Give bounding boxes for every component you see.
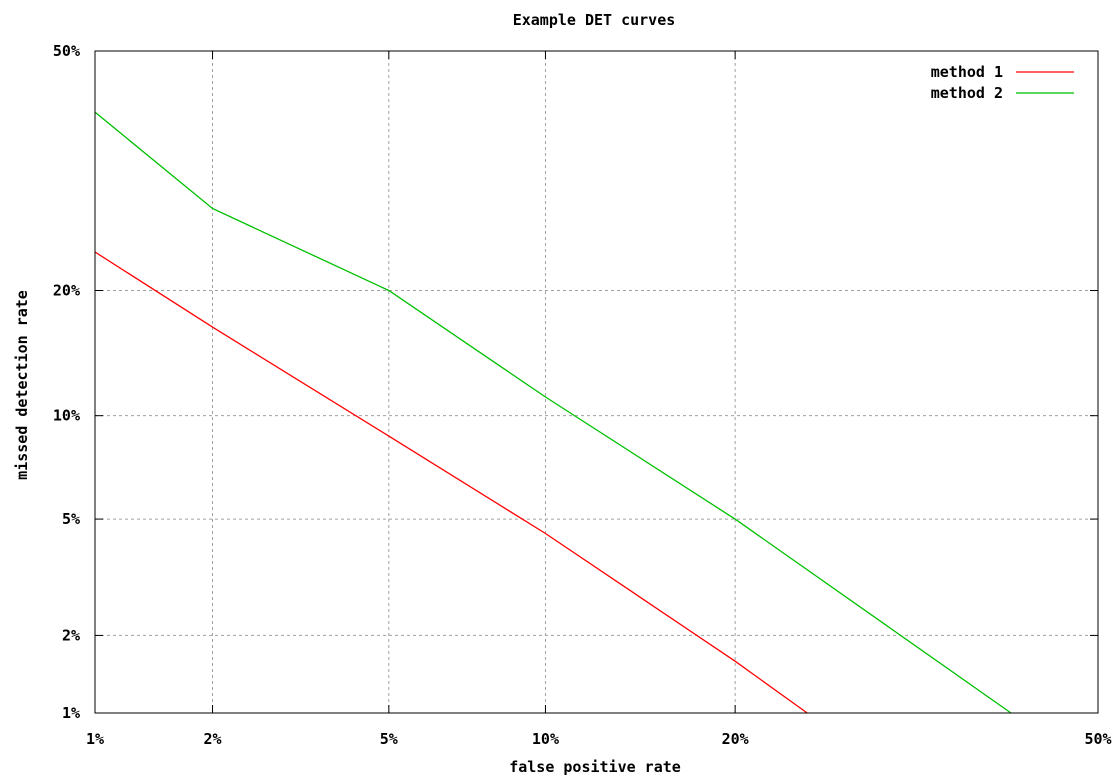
y-tick-label: 2% bbox=[62, 626, 80, 644]
y-tick-label: 50% bbox=[53, 42, 80, 60]
legend-label-method-1: method 1 bbox=[931, 63, 1003, 81]
chart-title: Example DET curves bbox=[513, 11, 676, 29]
x-tick-label: 50% bbox=[1084, 730, 1111, 748]
x-tick-label: 1% bbox=[86, 730, 104, 748]
y-tick-label: 20% bbox=[53, 281, 80, 299]
series-line-method-2 bbox=[94, 111, 1012, 714]
x-tick-label: 2% bbox=[203, 730, 221, 748]
legend-label-method-2: method 2 bbox=[931, 84, 1003, 102]
legend: method 1 method 2 bbox=[931, 63, 1074, 102]
plot-frame bbox=[94, 50, 1099, 714]
grid-layer bbox=[95, 51, 1098, 713]
series-layer bbox=[94, 111, 1012, 714]
tick-layer: 1% 2% 5% 10% 20% 50% 1% 2% 5% 10% 20% 50% bbox=[53, 42, 1112, 748]
x-tick-label: 10% bbox=[532, 730, 559, 748]
y-tick-label: 1% bbox=[62, 704, 80, 722]
y-tick-label: 10% bbox=[53, 407, 80, 425]
y-axis-label: missed detection rate bbox=[13, 290, 31, 480]
series-line-method-1 bbox=[94, 251, 808, 714]
x-axis-label: false positive rate bbox=[509, 758, 681, 775]
x-tick-label: 5% bbox=[380, 730, 398, 748]
x-tick-label: 20% bbox=[722, 730, 749, 748]
y-tick-label: 5% bbox=[62, 510, 80, 528]
